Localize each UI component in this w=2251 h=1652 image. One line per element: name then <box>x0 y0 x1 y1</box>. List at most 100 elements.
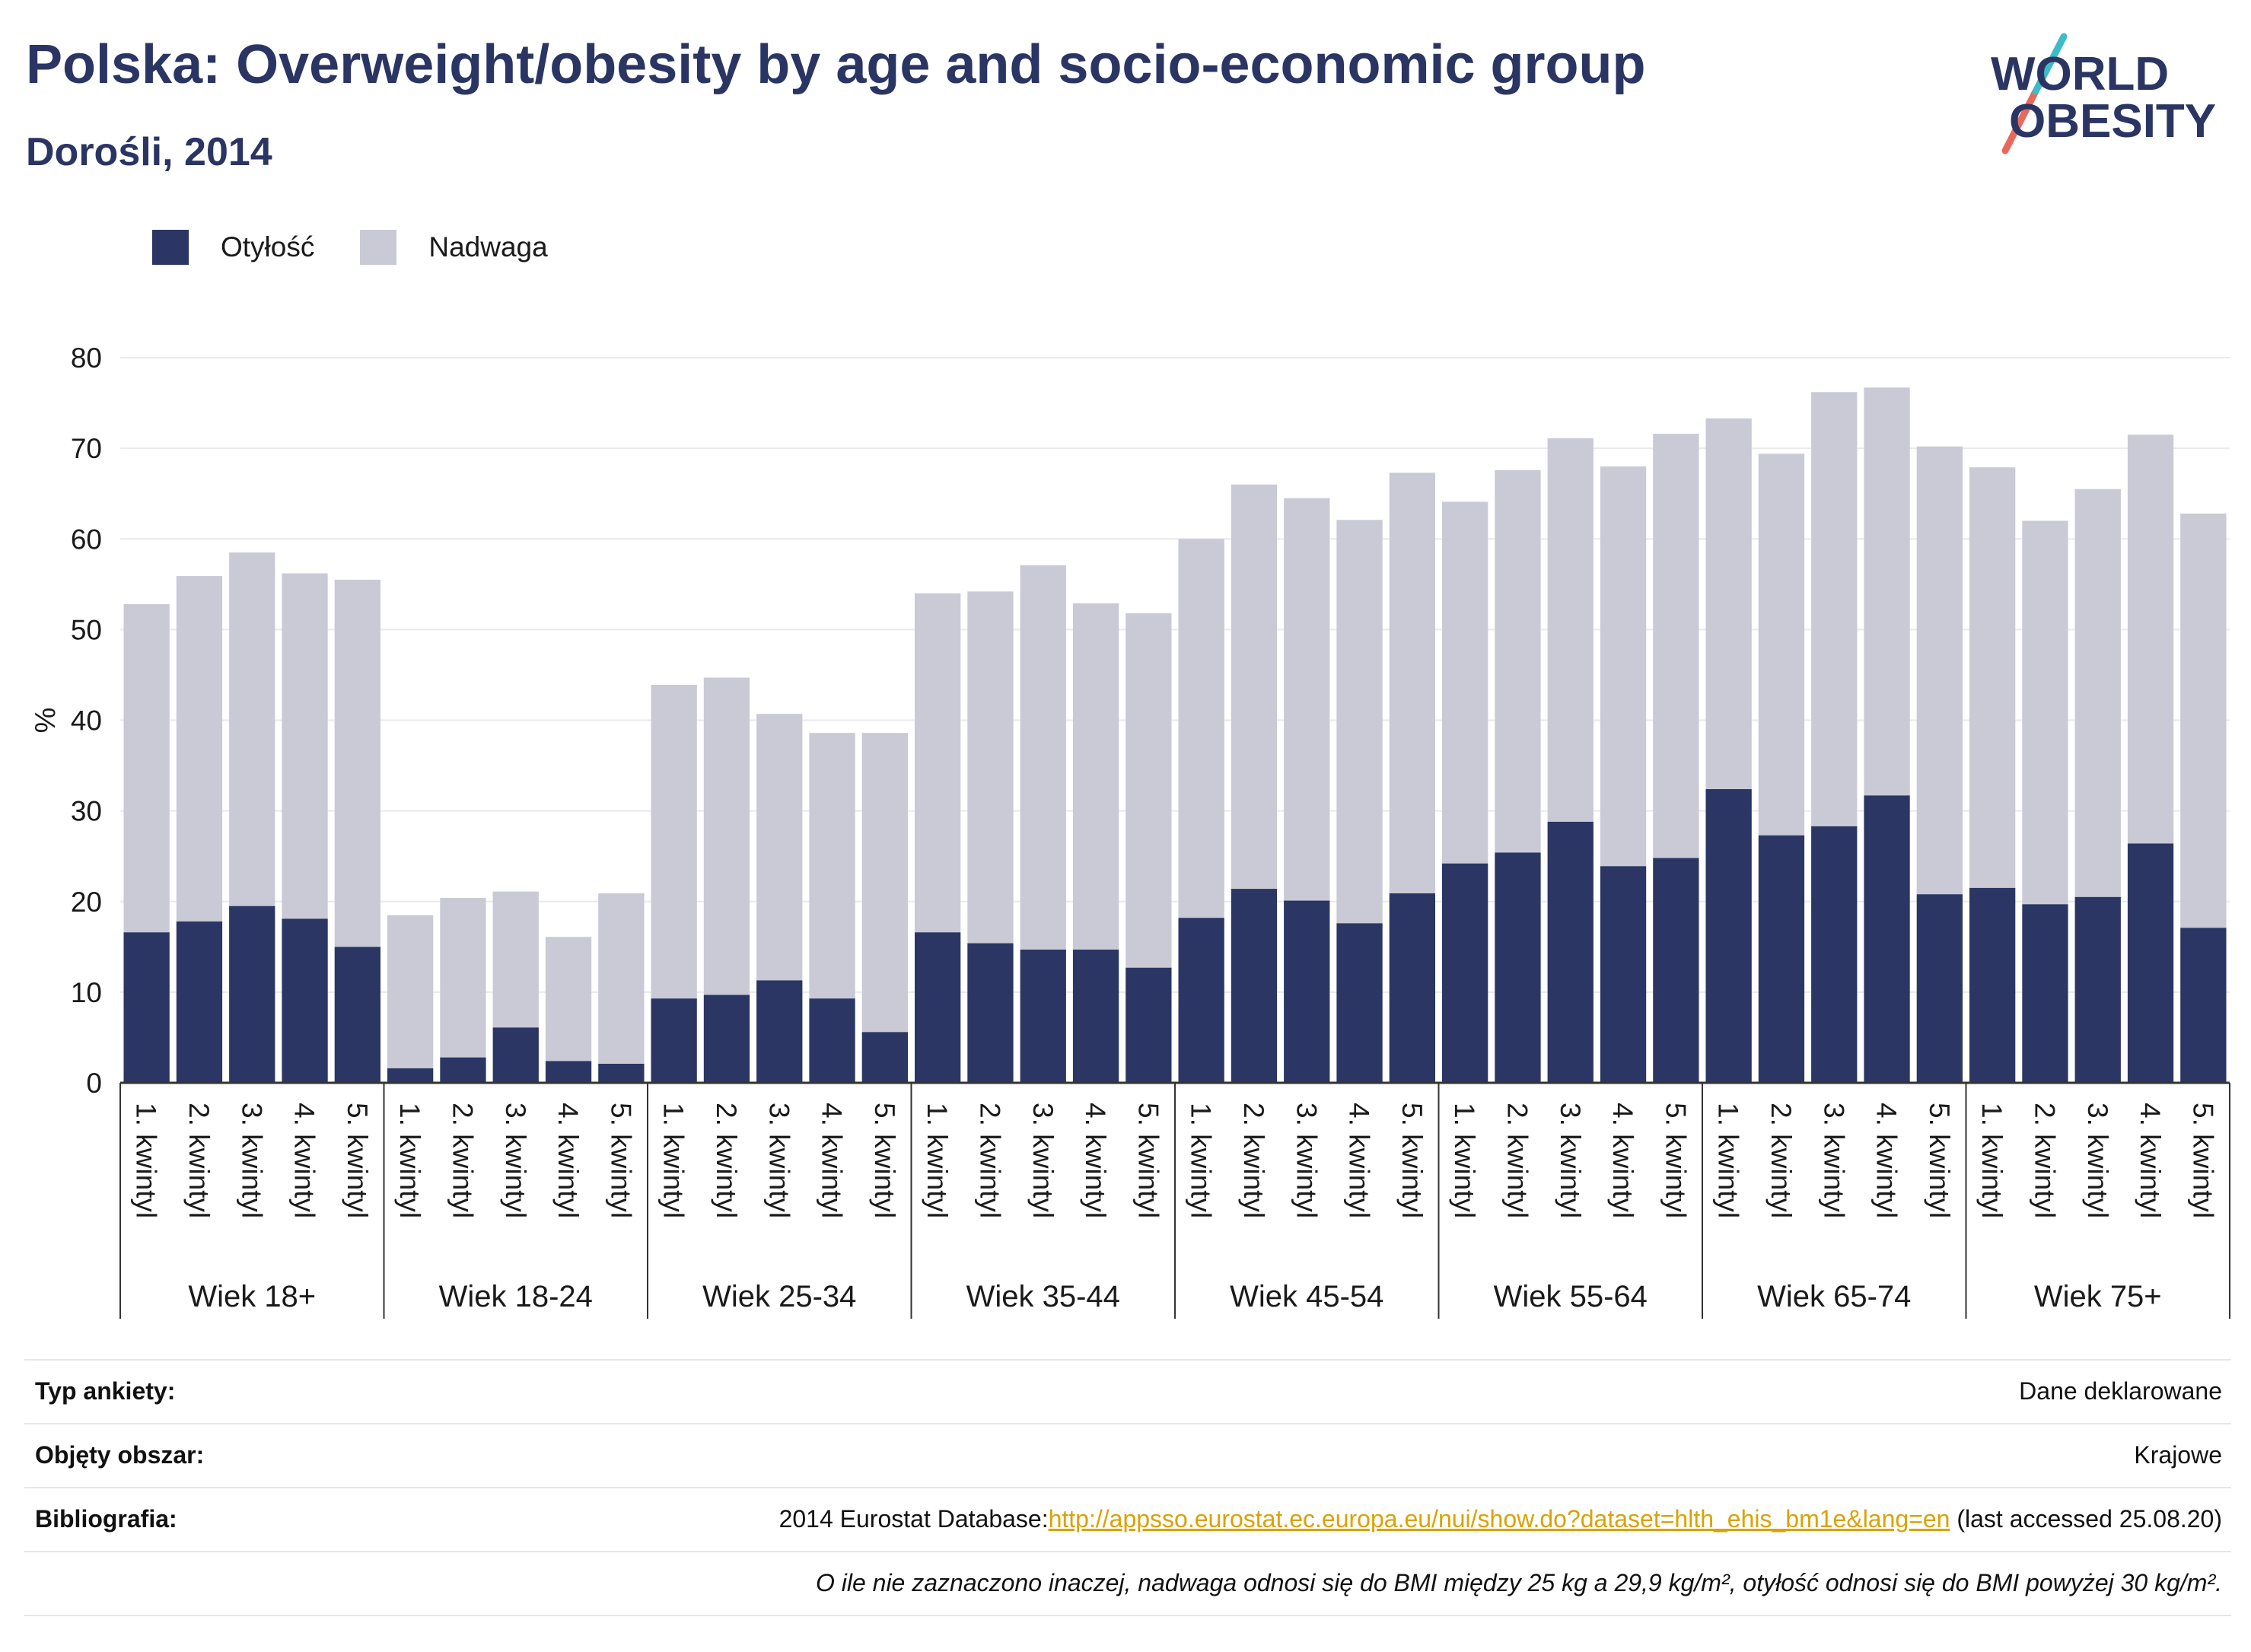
bar-obesity <box>1758 835 1805 1083</box>
bar-obesity <box>492 1027 539 1083</box>
info-table: Typ ankiety: Dane deklarowane Objęty obs… <box>24 1359 2231 1616</box>
x-category-label: 3. kwintyl <box>1291 1103 1322 1218</box>
x-category-label: 3. kwintyl <box>1818 1103 1849 1218</box>
bar-obesity <box>2074 896 2121 1083</box>
x-category-label: 5. kwintyl <box>1396 1103 1428 1218</box>
x-category-label: 5. kwintyl <box>1924 1103 1955 1218</box>
bar-overweight <box>861 733 908 1033</box>
bar-overweight <box>1916 446 1963 895</box>
bar-overweight <box>1811 392 1858 826</box>
x-category-label: 5. kwintyl <box>1132 1103 1164 1218</box>
bar-obesity <box>598 1063 645 1083</box>
x-category-label: 4. kwintyl <box>1871 1103 1902 1218</box>
x-category-label: 1. kwintyl <box>1713 1103 1744 1218</box>
bar-overweight <box>1072 603 1119 950</box>
bar-obesity <box>1916 894 1963 1083</box>
world-obesity-logo: WORLD OBESITY <box>1991 33 2216 154</box>
x-category-label: 2. kwintyl <box>1765 1103 1797 1218</box>
x-category-label: 1. kwintyl <box>1186 1103 1217 1218</box>
x-group-label: Wiek 65-74 <box>1757 1280 1911 1313</box>
bar-overweight <box>756 714 803 981</box>
x-category-label: 5. kwintyl <box>869 1103 900 1218</box>
x-group-label: Wiek 25-34 <box>702 1280 856 1313</box>
bar-overweight <box>334 579 380 947</box>
legend-item-overweight[interactable]: Nadwaga <box>360 230 548 265</box>
bar-overweight <box>651 685 697 999</box>
x-group-label: Wiek 45-54 <box>1230 1280 1383 1313</box>
coverage-area-label: Objęty obszar: <box>35 1441 205 1469</box>
info-row-survey: Typ ankiety: Dane deklarowane <box>24 1359 2231 1423</box>
x-category-label: 3. kwintyl <box>236 1103 267 1218</box>
bar-overweight <box>1758 454 1805 836</box>
bar-overweight <box>1442 501 1488 864</box>
y-tick-label: 60 <box>71 524 102 555</box>
x-category-label: 5. kwintyl <box>342 1103 373 1218</box>
bar-overweight <box>1969 467 2016 888</box>
logo-line-obesity: OBESITY <box>2009 95 2216 148</box>
y-tick-label: 20 <box>71 886 102 918</box>
x-category-label: 4. kwintyl <box>2135 1103 2166 1218</box>
bar-overweight <box>387 915 434 1068</box>
bar-overweight <box>1864 387 1910 796</box>
bar-overweight <box>1284 498 1330 901</box>
legend-label-obesity: Otyłość <box>221 231 315 263</box>
bar-overweight <box>1653 434 1699 858</box>
bar-obesity <box>915 932 961 1083</box>
x-category-label: 2. kwintyl <box>974 1103 1005 1218</box>
info-row-area: Objęty obszar: Krajowe <box>24 1423 2231 1487</box>
bar-obesity <box>1495 852 1541 1083</box>
bar-overweight <box>1547 438 1594 822</box>
legend-label-overweight: Nadwaga <box>428 231 548 263</box>
bar-obesity <box>651 998 697 1083</box>
bar-overweight <box>1600 466 1647 867</box>
bar-obesity <box>387 1068 434 1083</box>
bar-overweight <box>2127 434 2174 844</box>
x-category-label: 2. kwintyl <box>2029 1103 2060 1218</box>
x-category-label: 4. kwintyl <box>1607 1103 1638 1218</box>
info-row-bibliography: Bibliografia: 2014 Eurostat Database:htt… <box>24 1487 2231 1551</box>
bar-overweight <box>598 893 645 1064</box>
bar-obesity <box>1336 923 1383 1083</box>
y-tick-label: 0 <box>86 1068 102 1099</box>
x-category-label: 4. kwintyl <box>552 1103 584 1218</box>
bar-obesity <box>1969 887 2016 1083</box>
bar-obesity <box>2127 843 2174 1083</box>
chart-subtitle: Dorośli, 2014 <box>26 130 272 174</box>
x-category-label: 2. kwintyl <box>711 1103 742 1218</box>
bar-overweight <box>282 573 328 919</box>
y-tick-label: 40 <box>71 705 102 737</box>
y-tick-label: 50 <box>71 614 102 645</box>
bar-obesity <box>703 995 750 1083</box>
bar-obesity <box>1020 949 1066 1083</box>
y-tick-label: 30 <box>71 796 102 827</box>
x-category-label: 1. kwintyl <box>1976 1103 2007 1218</box>
y-tick-label: 80 <box>71 342 102 374</box>
bar-obesity <box>2180 928 2227 1083</box>
x-group-label: Wiek 75+ <box>2034 1280 2162 1313</box>
x-category-label: 1. kwintyl <box>394 1103 425 1218</box>
x-category-label: 5. kwintyl <box>1660 1103 1691 1218</box>
bar-obesity <box>1653 858 1699 1083</box>
bar-obesity <box>967 943 1014 1083</box>
bibliography-link[interactable]: http://appsso.eurostat.ec.europa.eu/nui/… <box>1048 1505 1950 1533</box>
bar-obesity <box>1864 795 1910 1083</box>
bar-overweight <box>2022 520 2068 905</box>
bar-obesity <box>1811 826 1858 1083</box>
bar-overweight <box>1705 418 1752 790</box>
coverage-area-value: Krajowe <box>2134 1441 2222 1469</box>
legend-swatch-overweight <box>360 230 397 265</box>
x-group-label: Wiek 18+ <box>188 1280 316 1313</box>
x-category-label: 3. kwintyl <box>1027 1103 1059 1218</box>
bar-obesity <box>1442 863 1488 1083</box>
legend-swatch-obesity <box>152 230 189 265</box>
bar-obesity <box>1231 889 1278 1083</box>
bar-obesity <box>334 947 380 1083</box>
x-category-label: 1. kwintyl <box>922 1103 953 1218</box>
bar-overweight <box>123 604 170 933</box>
bar-overweight <box>2074 489 2121 897</box>
x-category-label: 2. kwintyl <box>1501 1103 1533 1218</box>
bar-overweight <box>1389 473 1435 894</box>
legend-item-obesity[interactable]: Otyłość <box>152 230 314 265</box>
bibliography-label: Bibliografia: <box>35 1505 177 1533</box>
bar-obesity <box>1126 967 1172 1083</box>
